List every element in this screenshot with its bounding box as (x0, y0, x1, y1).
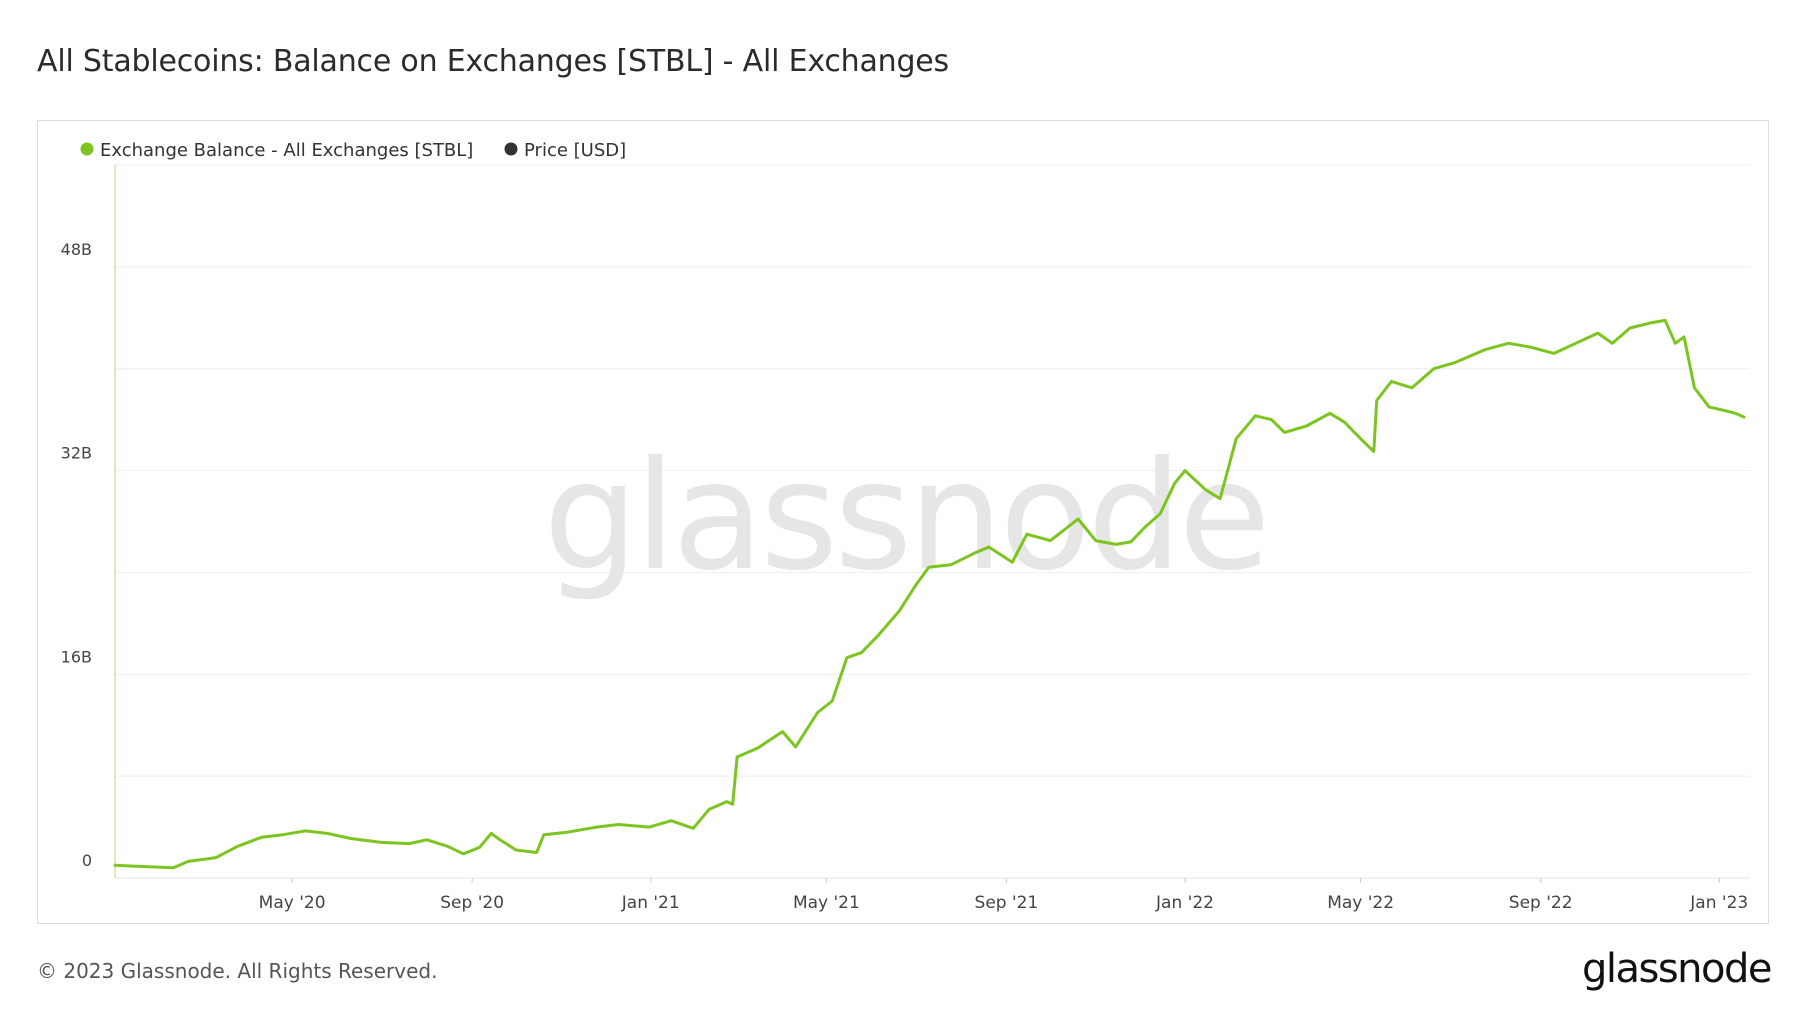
y-tick-label: 32B (61, 444, 92, 463)
y-tick-label: 16B (61, 647, 92, 666)
x-tick-label: Sep '22 (1509, 893, 1573, 913)
x-tick-label: Jan '21 (621, 893, 680, 913)
watermark-logo: glassnode (543, 430, 1266, 604)
y-tick-label: 48B (61, 240, 92, 259)
footer-copyright: © 2023 Glassnode. All Rights Reserved. (37, 959, 438, 983)
legend-item-exchange-balance[interactable]: Exchange Balance - All Exchanges [STBL] (80, 140, 474, 161)
x-tick-label: May '21 (793, 893, 860, 913)
x-axis-ticks: May '20 Sep '20 Jan '21 May '21 Sep '21 Jan '… (259, 878, 1748, 913)
series-layer (113, 318, 1746, 870)
x-tick-label: May '22 (1327, 893, 1394, 913)
footer-logo: glassnode (1581, 946, 1773, 992)
x-tick-label: May '20 (259, 893, 326, 913)
legend-item-price[interactable]: Price [USD] (504, 140, 627, 161)
grid-layer (114, 164, 1750, 879)
x-tick-label: Jan '23 (1689, 893, 1748, 913)
legend-label-exchange-balance: Exchange Balance - All Exchanges [STBL] (100, 140, 473, 161)
chart-frame (37, 120, 1769, 924)
series-line-exchange-balance (113, 318, 1746, 870)
x-tick-label: Sep '21 (975, 893, 1039, 913)
x-tick-label: Sep '20 (440, 893, 504, 913)
legend-dot-exchange-balance (80, 142, 94, 156)
chart-title: All Stablecoins: Balance on Exchanges [S… (37, 44, 949, 79)
legend-label-price: Price [USD] (524, 140, 626, 161)
x-tick-label: Jan '22 (1155, 893, 1214, 913)
y-tick-label: 0 (82, 851, 92, 870)
legend-dot-price (504, 142, 518, 156)
y-axis-ticks: 0 16B 32B 48B (61, 240, 92, 870)
legend: Exchange Balance - All Exchanges [STBL] … (80, 140, 627, 161)
